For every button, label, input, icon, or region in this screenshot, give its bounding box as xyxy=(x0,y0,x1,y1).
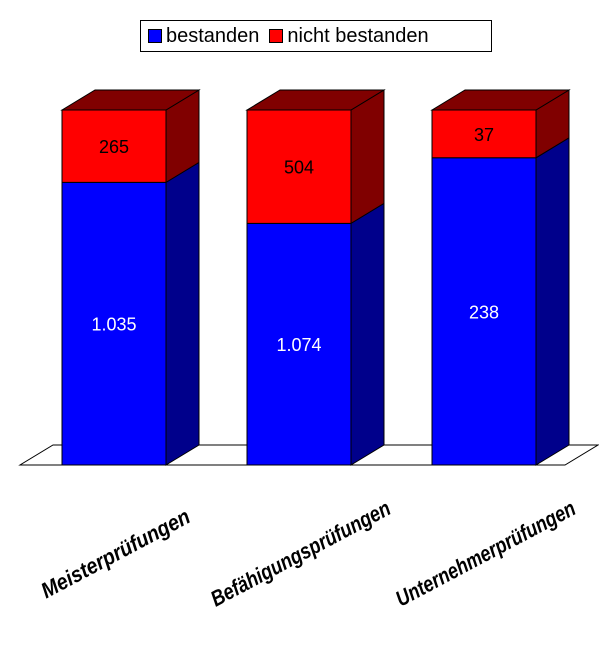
data-label-bestanden-unternehmerpr-fungen: 238 xyxy=(469,302,499,322)
x-tick-label-meisterpr-fungen: Meisterprüfungen xyxy=(37,504,194,604)
x-tick-label-unternehmerpr-fungen: Unternehmerprüfungen xyxy=(391,495,579,611)
bar-top-unternehmerpr-fungen xyxy=(430,89,571,111)
bar-side-bestanden-meisterpr-fungen xyxy=(165,161,200,466)
bar-bestanden-bef-higungspr-fungen xyxy=(246,222,352,466)
legend: bestanden nicht bestanden xyxy=(140,20,492,52)
bar-bestanden-unternehmerpr-fungen xyxy=(431,157,537,466)
bar-top-meisterpr-fungen xyxy=(60,89,201,111)
bar-nicht-bestanden-unternehmerpr-fungen xyxy=(431,109,537,159)
legend-label-bestanden: bestanden xyxy=(166,24,260,47)
legend-swatch-bestanden xyxy=(148,29,162,43)
data-label-nicht-bestanden-bef-higungspr-fungen: 504 xyxy=(284,158,314,178)
bar-side-bestanden-unternehmerpr-fungen xyxy=(535,136,570,466)
legend-swatch-nicht-bestanden xyxy=(269,29,284,43)
legend-label-nicht-bestanden: nicht bestanden xyxy=(287,24,429,47)
bar-top-bef-higungspr-fungen xyxy=(245,89,386,111)
x-tick-label-bef-higungspr-fungen: Befähigungsprüfungen xyxy=(206,495,394,611)
legend-item-nicht-bestanden: nicht bestanden xyxy=(269,24,429,48)
bar-side-bestanden-bef-higungspr-fungen xyxy=(350,202,385,466)
bar-side-nicht-bestanden-bef-higungspr-fungen xyxy=(350,89,385,225)
bar-nicht-bestanden-bef-higungspr-fungen xyxy=(246,109,352,224)
data-label-nicht-bestanden-unternehmerpr-fungen: 37 xyxy=(474,125,494,145)
data-label-nicht-bestanden-meisterpr-fungen: 265 xyxy=(99,137,129,157)
legend-item-bestanden: bestanden xyxy=(148,25,259,48)
data-label-bestanden-bef-higungspr-fungen: 1.074 xyxy=(276,335,321,355)
data-label-bestanden-meisterpr-fungen: 1.035 xyxy=(91,315,136,335)
bar-nicht-bestanden-meisterpr-fungen xyxy=(61,109,167,183)
